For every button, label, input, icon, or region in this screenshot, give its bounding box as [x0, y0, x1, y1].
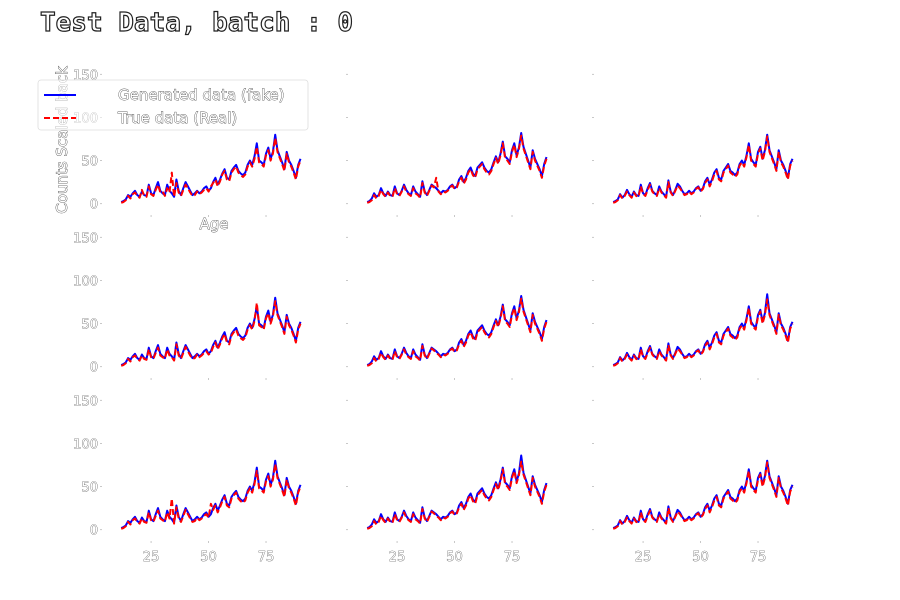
subplot-1-3: [592, 73, 794, 217]
y-tick-label: 0: [90, 198, 98, 213]
series-real-line: [120, 300, 302, 367]
subplot-2-2: [346, 236, 548, 380]
subplot-3-2: 25 50 75: [346, 399, 548, 565]
x-tick-label: 25: [143, 550, 160, 565]
y-tick-label: 150: [73, 394, 98, 409]
y-tick-label: 50: [81, 481, 98, 496]
y-tick-label: 50: [81, 318, 98, 333]
y-tick-label: 0: [90, 524, 98, 539]
series-real-line: [366, 297, 548, 367]
subplot-3-3: 25 50 75: [592, 399, 794, 565]
legend: Generated data (fake) True data (Real): [37, 79, 309, 131]
series-real-line: [612, 135, 794, 204]
x-tick-label: 50: [446, 550, 463, 565]
series-real-line: [120, 463, 302, 530]
subplot-2-1: 0 50 100 150: [73, 231, 302, 380]
x-tick-label: 25: [635, 550, 652, 565]
series-real-line: [366, 460, 548, 530]
y-tick-label: 0: [90, 361, 98, 376]
subplot-3-1: 0 50 100 150 25 50 75: [73, 394, 302, 565]
legend-box: [37, 79, 309, 131]
figure-title: Test Data, batch : 0: [39, 7, 354, 38]
x-tick-label: 75: [750, 550, 767, 565]
y-tick-label: 100: [73, 437, 98, 452]
legend-real-label: True data (Real): [117, 109, 237, 127]
y-tick-label: 100: [73, 274, 98, 289]
subplot-2-3: [592, 236, 794, 380]
subplot-1-2: [346, 73, 548, 217]
series-real-line: [120, 137, 302, 204]
series-real-line: [612, 461, 794, 530]
x-axis-label: Age: [199, 215, 228, 233]
y-tick-label: 150: [73, 231, 98, 246]
x-tick-label: 75: [258, 550, 275, 565]
legend-fake-label: Generated data (fake): [118, 86, 284, 104]
x-tick-label: 75: [504, 550, 521, 565]
series-real-line: [612, 298, 794, 367]
y-tick-label: 50: [81, 155, 98, 170]
x-tick-label: 50: [200, 550, 217, 565]
series-real-line: [366, 134, 548, 204]
x-tick-label: 25: [389, 550, 406, 565]
x-tick-label: 50: [692, 550, 709, 565]
